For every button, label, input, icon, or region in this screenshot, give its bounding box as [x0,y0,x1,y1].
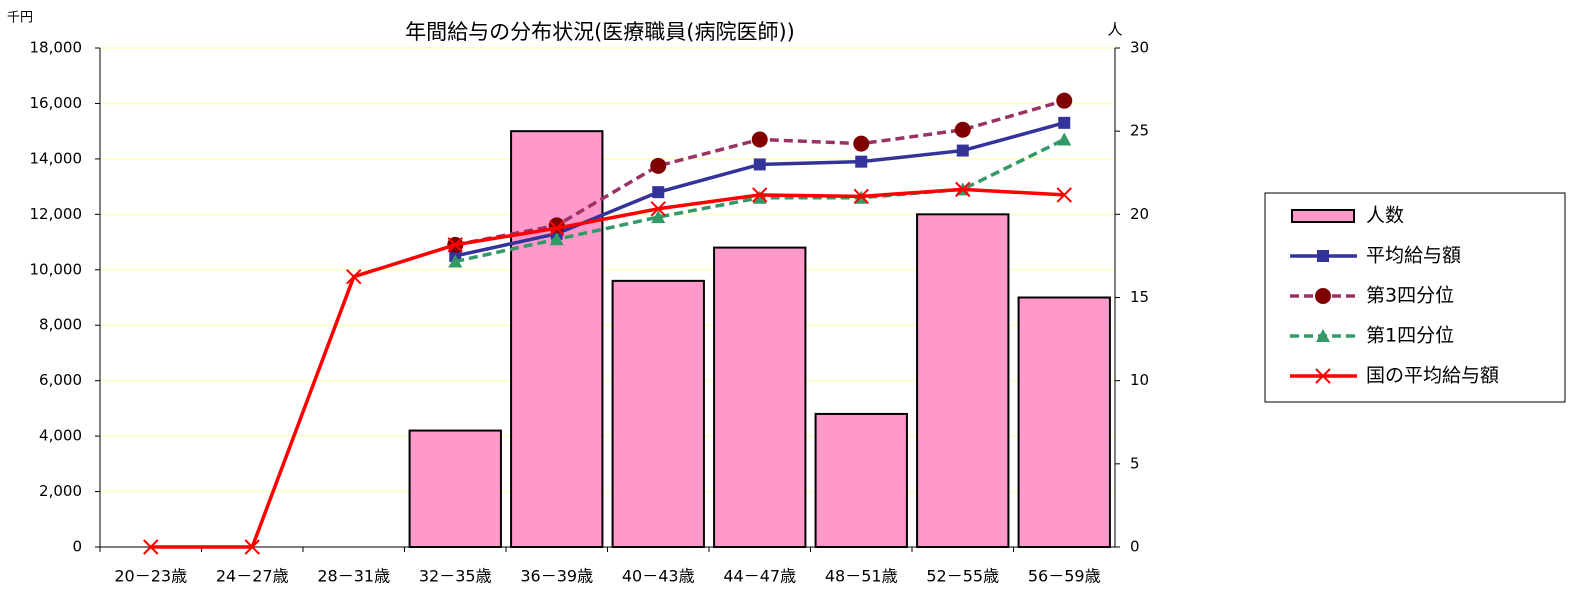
legend-swatch [1291,209,1355,223]
y2-tick-label: 10 [1130,371,1149,389]
y-tick-label: 8,000 [39,316,82,334]
y-unit: 千円 [7,11,33,26]
marker [1315,288,1331,304]
y-tick-label: 10,000 [30,260,83,278]
marker [346,269,362,285]
bar [814,412,908,548]
bar [916,213,1010,548]
chart-title: 年間給与の分布状況(医療職員(病院医師)) [405,20,795,44]
bar [1017,296,1111,548]
marker [956,144,969,157]
y2-tick-label: 0 [1130,538,1140,556]
legend-label: 平均給与額 [1366,245,1461,267]
marker [752,187,768,203]
x-tick-label: 32－35歳 [419,567,492,586]
y-tick-label: 14,000 [30,149,83,167]
marker [855,155,868,168]
marker [955,181,971,198]
y-tick-label: 6,000 [39,371,82,389]
y-tick-label: 4,000 [39,427,82,445]
y-tick-label: 12,000 [30,205,83,223]
x-tick-label: 36－39歳 [520,567,593,586]
marker [954,121,971,138]
x-tick-label: 28－31歳 [317,567,390,586]
y2-tick-label: 30 [1130,39,1149,57]
marker [447,237,463,253]
marker [752,190,767,204]
marker [1315,368,1331,384]
bar [408,429,502,549]
x-tick-label: 40－43歳 [622,567,695,586]
marker [651,210,666,224]
marker [650,201,666,217]
y2-unit: 人 [1107,21,1122,39]
y-tick-label: 0 [72,538,82,556]
bar [510,130,604,549]
legend-label: 人数 [1366,205,1404,227]
bar [713,246,807,548]
x-tick-label: 56－59歳 [1028,567,1101,586]
marker [143,539,159,555]
legend-box [1264,192,1566,403]
y-tick-label: 18,000 [30,39,83,57]
legend-label: 第3四分位 [1366,285,1454,307]
x-tick-label: 24－27歳 [216,567,289,586]
marker [751,131,768,148]
y-tick-label: 2,000 [39,482,82,500]
marker [1317,250,1329,262]
marker [1056,187,1072,203]
marker [1056,92,1073,109]
marker [650,157,667,174]
legend-label: 国の平均給与額 [1366,365,1499,387]
legend-label: 第1四分位 [1366,325,1454,347]
y2-tick-label: 5 [1130,454,1140,472]
y2-tick-label: 20 [1130,205,1149,223]
marker [448,254,463,268]
bar [611,279,705,548]
marker [853,188,869,205]
marker [753,158,766,171]
marker [853,135,870,152]
marker [549,232,564,246]
marker [1058,116,1071,129]
x-tick-label: 20－23歳 [114,567,187,586]
marker [1316,329,1330,342]
y-tick-label: 16,000 [30,94,83,112]
y2-tick-label: 25 [1130,122,1149,140]
x-tick-label: 52－55歳 [926,567,999,586]
marker [1057,132,1072,146]
line [150,187,1065,549]
marker [549,220,565,236]
x-tick-label: 44－47歳 [723,567,796,586]
y2-tick-label: 15 [1130,288,1149,306]
x-tick-label: 48－51歳 [825,567,898,586]
marker [652,186,665,199]
marker [244,539,260,555]
